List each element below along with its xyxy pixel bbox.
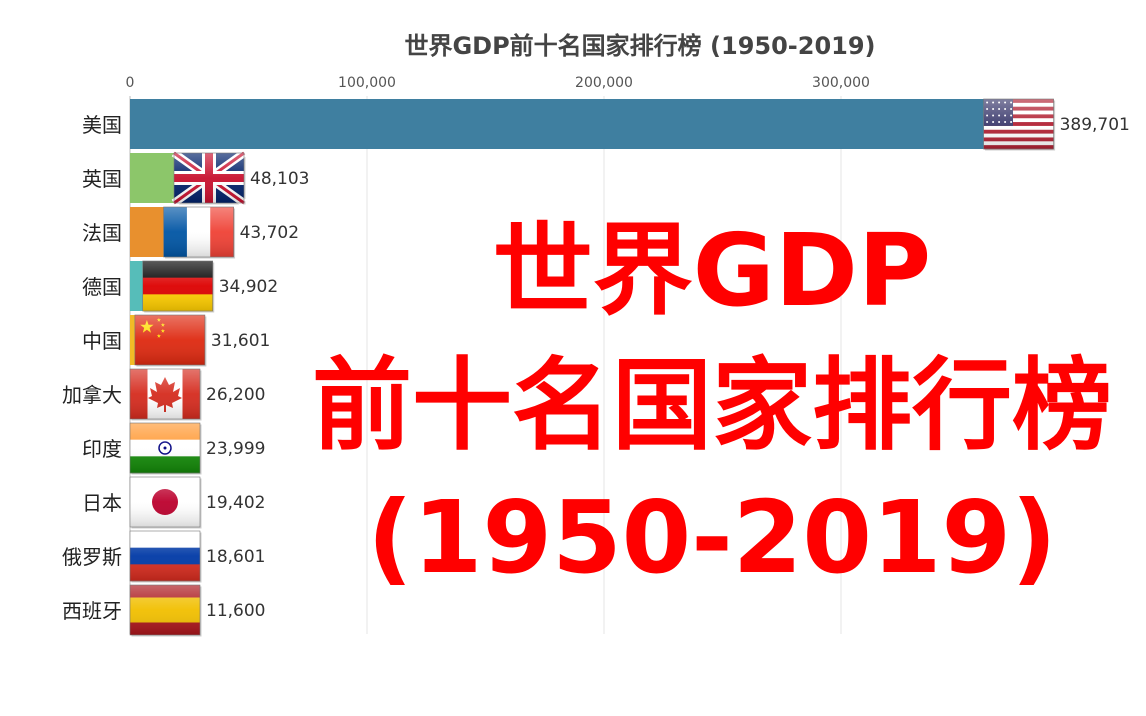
- x-tick-label: 100,000: [338, 75, 396, 91]
- value-label: 23,999: [206, 439, 265, 459]
- bar-row: 法国 43,702: [82, 206, 299, 259]
- china-flag-icon: [134, 314, 207, 367]
- chart-title: 世界GDP前十名国家排行榜 (1950-2019): [404, 32, 875, 60]
- value-label: 34,902: [219, 277, 278, 297]
- france-flag-icon: [163, 206, 236, 259]
- category-label: 英国: [82, 167, 122, 191]
- bar-row: 加拿大 26,200: [62, 368, 265, 421]
- spain-flag-icon: [129, 584, 202, 637]
- overlay-line-1: 世界GDP: [493, 212, 931, 329]
- category-label: 德国: [82, 275, 122, 299]
- canada-flag-icon: [129, 368, 202, 421]
- overlay-title: 世界GDP 前十名国家排行榜 (1950-2019): [312, 212, 1112, 596]
- value-label: 31,601: [211, 331, 270, 351]
- category-label: 加拿大: [62, 383, 122, 407]
- category-label: 印度: [82, 437, 122, 461]
- bar-row: 日本 19,402: [82, 476, 265, 529]
- bar-series: 美国 389,701 英国 48,103 法国 43,702 德国 34,902 中国 31,60…: [62, 98, 1130, 637]
- x-tick-label: 0: [126, 75, 135, 91]
- overlay-line-3: (1950-2019): [367, 479, 1057, 596]
- bar-row: 美国 389,701: [82, 98, 1130, 151]
- bar-row: 英国 48,103: [82, 149, 309, 207]
- germany-flag-icon: [142, 260, 215, 313]
- uk-flag-icon: [171, 149, 247, 207]
- category-label: 西班牙: [62, 599, 122, 623]
- x-tick-label: 300,000: [812, 75, 870, 91]
- usa-flag-icon: [983, 98, 1056, 151]
- bar-row: 西班牙 11,600: [62, 584, 265, 637]
- value-label: 389,701: [1060, 115, 1130, 135]
- bar-row: 印度 23,999: [82, 422, 265, 475]
- x-tick-label: 200,000: [575, 75, 633, 91]
- value-label: 26,200: [206, 385, 265, 405]
- category-label: 日本: [82, 491, 122, 515]
- value-label: 48,103: [250, 169, 309, 189]
- bar-row: 俄罗斯 18,601: [62, 530, 265, 583]
- category-label: 美国: [82, 113, 122, 137]
- value-label: 19,402: [206, 493, 265, 513]
- x-axis-ticks: 0 100,000 200,000 300,000: [126, 75, 870, 91]
- value-label: 43,702: [240, 223, 299, 243]
- category-label: 中国: [82, 329, 122, 353]
- bar-row: 中国 31,601: [82, 314, 270, 367]
- japan-flag-icon: [129, 476, 202, 529]
- value-label: 18,601: [206, 547, 265, 567]
- india-flag-icon: [129, 422, 202, 475]
- category-label: 法国: [82, 221, 122, 245]
- russia-flag-icon: [129, 530, 202, 583]
- overlay-line-2: 前十名国家排行榜: [312, 347, 1112, 464]
- category-label: 俄罗斯: [62, 545, 122, 569]
- value-label: 11,600: [206, 601, 265, 621]
- bar: [130, 99, 1054, 149]
- bar-row: 德国 34,902: [82, 260, 278, 313]
